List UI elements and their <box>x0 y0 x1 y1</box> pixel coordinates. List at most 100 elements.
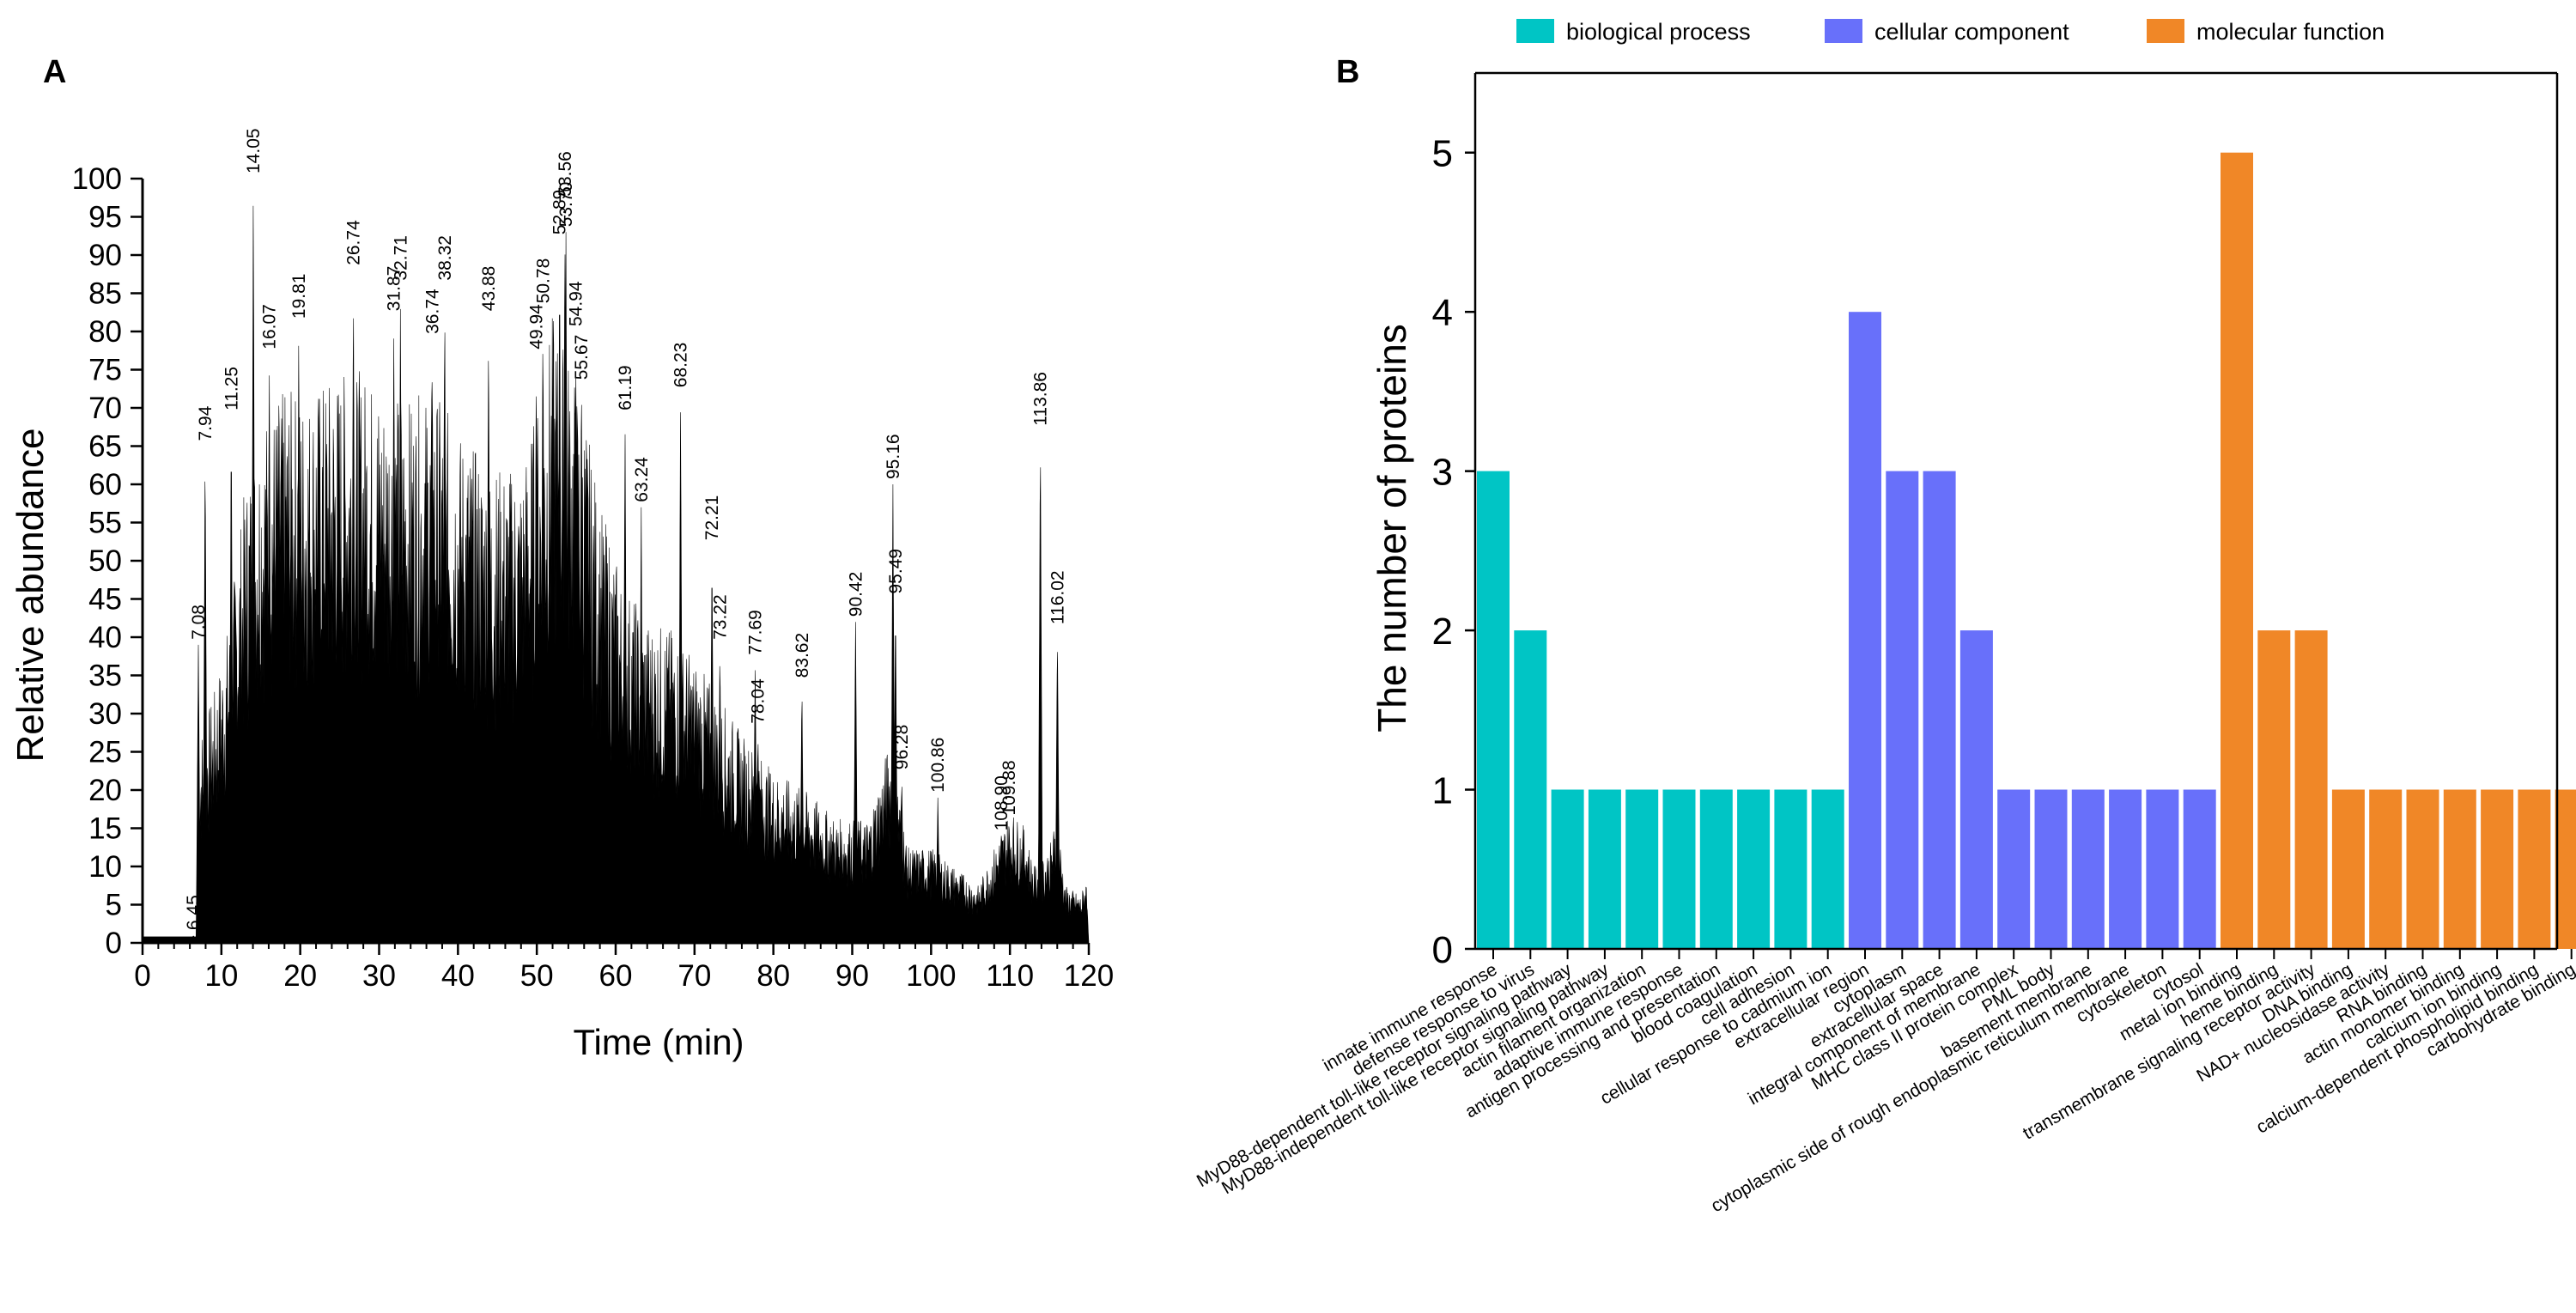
peak-label: 116.02 <box>1048 570 1068 624</box>
y-tick-label: 50 <box>88 544 122 578</box>
peak-label: 6.45 <box>184 895 204 930</box>
peak-label: 53.70 <box>556 182 576 228</box>
peak-label: 36.74 <box>422 289 442 334</box>
bar <box>1959 630 1993 949</box>
y-tick-label: 80 <box>88 315 122 349</box>
peak-label: 61.19 <box>616 365 635 410</box>
peak-label: 73.22 <box>710 594 730 640</box>
bar <box>2443 789 2476 949</box>
bar <box>1886 471 1919 949</box>
y-tick-label: 85 <box>88 277 122 311</box>
y-tick-label: 30 <box>88 697 122 731</box>
peak-label: 96.28 <box>892 725 912 770</box>
peak-label: 95.49 <box>886 549 906 594</box>
y-tick-label: 55 <box>88 507 122 540</box>
x-tick-label: 120 <box>1064 959 1114 993</box>
bar <box>2034 789 2068 949</box>
x-tick-label: 30 <box>362 959 396 993</box>
y-tick-label: 15 <box>88 812 122 846</box>
peak-label: 26.74 <box>344 220 364 265</box>
y-tick-label: 100 <box>72 162 122 196</box>
legend-label: molecular function <box>2196 19 2385 45</box>
y-tick-label: 75 <box>88 354 122 387</box>
peak-label: 63.24 <box>632 457 652 502</box>
y-tick-label: 60 <box>88 468 122 501</box>
peak-label: 16.07 <box>260 304 280 350</box>
peak-label: 90.42 <box>846 572 866 617</box>
peak-label: 19.81 <box>289 274 309 319</box>
bar <box>1849 312 1881 949</box>
y-tick-label: 20 <box>88 774 122 807</box>
peak-label: 53.56 <box>556 151 575 197</box>
bar <box>2221 152 2253 949</box>
y-tick-label: 70 <box>88 392 122 425</box>
bar <box>2257 630 2291 949</box>
bar <box>1662 789 1696 949</box>
y-tick-label: 5 <box>1432 133 1453 175</box>
y-axis-title: Relative abundance <box>9 429 52 763</box>
peak-label: 113.86 <box>1031 372 1051 426</box>
y-tick-label: 45 <box>88 583 122 617</box>
peak-label: 49.94 <box>527 304 547 350</box>
peak-label: 54.94 <box>567 281 586 326</box>
y-tick-label: 2 <box>1432 611 1453 653</box>
legend-swatch <box>1516 19 1554 43</box>
category-label: MyD88-independent toll-like receptor sig… <box>1218 959 1613 1198</box>
chromatogram-chart: 0 10 20 30 40 50 60 70 80 90 100 110 120 0 5 10 15 20 25 30… <box>9 128 1114 1062</box>
go-bar-chart: biological process cellular component mole… <box>1194 19 2576 1216</box>
peak-label: 55.67 <box>572 335 592 380</box>
x-tick-label: 20 <box>283 959 317 993</box>
bar <box>2518 789 2551 949</box>
y-tick-label: 3 <box>1432 452 1453 494</box>
bar <box>2555 789 2576 949</box>
panel-label-a: A <box>43 54 66 90</box>
bar <box>2406 789 2439 949</box>
bar <box>2183 789 2216 949</box>
peak-label: 100.86 <box>928 738 948 793</box>
y-tick-label: 25 <box>88 736 122 769</box>
peak-label: 52.89 <box>550 190 570 235</box>
y-tick-label: 65 <box>88 430 122 464</box>
peak-label: 95.16 <box>884 434 903 479</box>
peak-label: 78.04 <box>749 678 769 724</box>
x-axis-title: Time (min) <box>573 1022 744 1062</box>
x-tick-label: 40 <box>441 959 475 993</box>
bar <box>1774 789 1807 949</box>
bar <box>1699 789 1733 949</box>
x-tick-label: 90 <box>835 959 869 993</box>
bar <box>1737 789 1771 949</box>
peak-label: 77.69 <box>746 610 766 655</box>
legend-swatch <box>1825 19 1862 43</box>
y-tick-label: 40 <box>88 621 122 654</box>
bar <box>1551 789 1584 949</box>
peak-label: 14.05 <box>244 128 264 173</box>
bar <box>2146 789 2179 949</box>
bar <box>1625 789 1659 949</box>
x-tick-label: 60 <box>599 959 633 993</box>
panel-label-b: B <box>1336 54 1359 90</box>
peak-label: 7.94 <box>196 405 216 441</box>
bar <box>1923 471 1956 949</box>
y-tick-label: 0 <box>1432 929 1453 971</box>
legend-label: cellular component <box>1874 19 2069 45</box>
legend-swatch <box>2147 19 2184 43</box>
peak-label: 68.23 <box>671 343 691 388</box>
peak-label: 50.78 <box>533 258 553 304</box>
y-tick-label: 10 <box>88 850 122 884</box>
bar <box>1811 789 1844 949</box>
x-tick-label: 50 <box>520 959 554 993</box>
bar <box>2109 789 2142 949</box>
x-tick-label: 100 <box>906 959 956 993</box>
bar <box>1514 630 1547 949</box>
peak-label: 108.90 <box>992 775 1012 830</box>
peak-label: 11.25 <box>222 367 241 410</box>
peak-label: 7.08 <box>189 605 209 640</box>
y-tick-label: 90 <box>88 239 122 272</box>
bar <box>2294 630 2328 949</box>
y-axis-title: The number of proteins <box>1370 324 1414 732</box>
y-tick-label: 35 <box>88 660 122 693</box>
x-tick-label: 70 <box>677 959 711 993</box>
x-tick-label: 110 <box>986 959 1034 993</box>
peak-label: 43.88 <box>479 266 499 312</box>
